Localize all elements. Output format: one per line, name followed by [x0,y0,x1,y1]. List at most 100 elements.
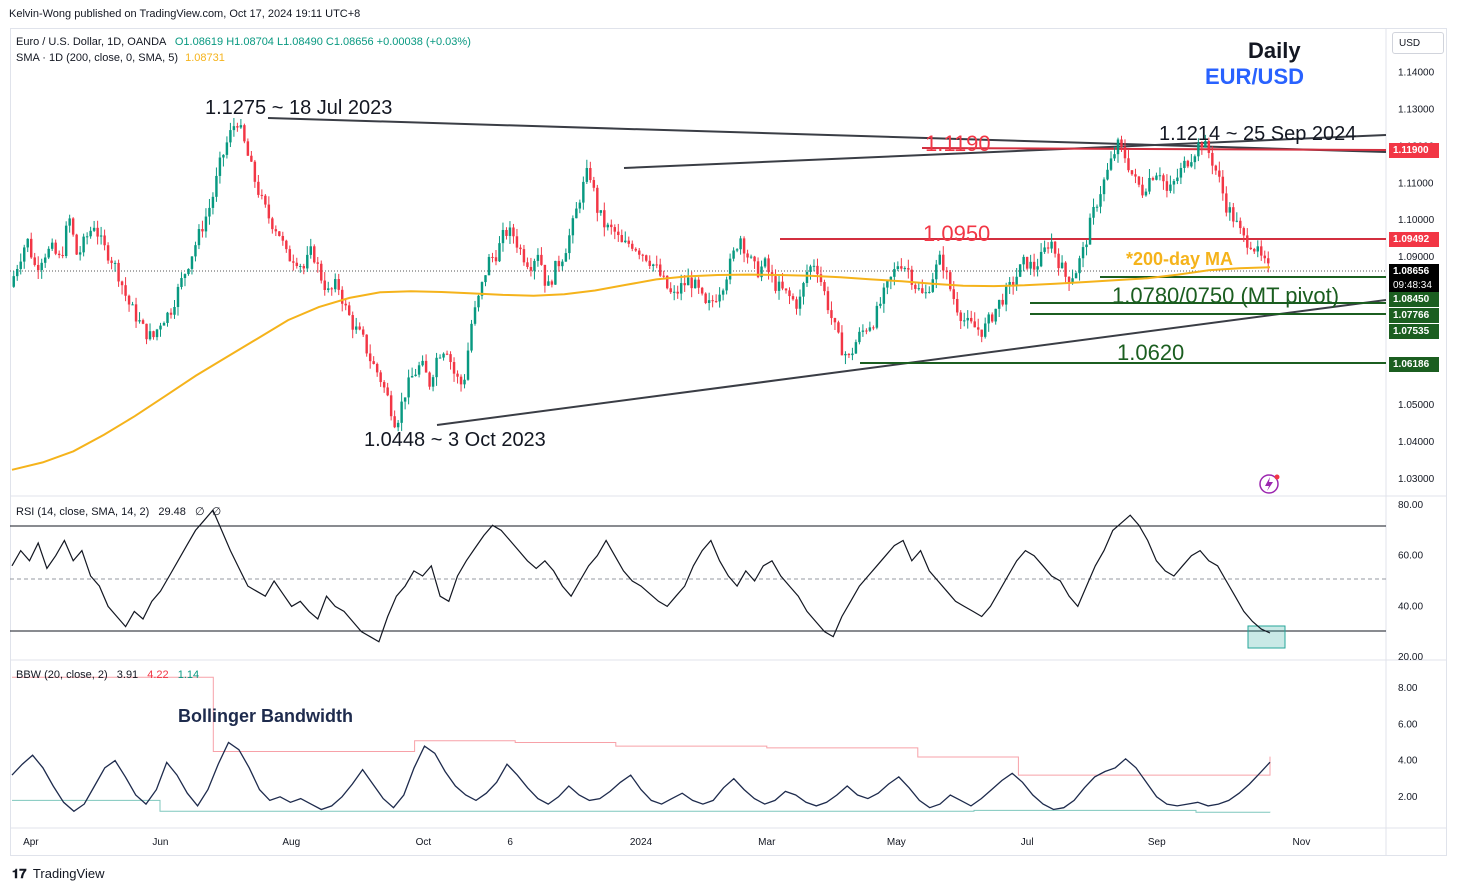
price-tag-07535[interactable]: 1.07535 [1389,324,1439,339]
bbw-line[interactable] [11,741,1271,813]
time-axis-tick: Jun [152,837,168,848]
candle-body [907,268,910,270]
resistance-label-10950: 1.0950 [923,221,991,246]
candle-body [690,277,693,289]
candle-body [491,256,494,258]
candle-body [994,308,997,322]
candle-body [1106,169,1109,180]
candle-body [1169,184,1172,191]
candle-body [1092,206,1095,218]
candle-body [725,279,728,291]
candle-body [886,280,889,288]
candle-body [1123,147,1127,159]
candle-body [648,260,651,266]
candle-body [33,257,36,265]
candle-body [1004,286,1008,305]
bbw-title: BBW (20, close, 2) [16,669,108,681]
candle-body [1246,235,1249,248]
candle-body [117,262,120,282]
candle-body [924,292,928,294]
rsi-line[interactable] [11,508,1271,643]
tradingview-logo[interactable]: 𝟏𝟕 TradingView [12,865,104,883]
symbol-legend[interactable]: Euro / U.S. Dollar, 1D, OANDA O1.08619 H… [16,36,471,48]
candle-body [585,168,589,182]
candle-body [400,401,403,423]
candle-body [23,247,26,262]
candle-body [931,279,935,292]
annotation-low-2023: 1.0448 ~ 3 Oct 2023 [364,429,546,451]
candle-body [543,264,547,286]
candle-body [477,295,480,308]
sma200-line[interactable] [11,266,1271,471]
time-axis-tick: May [887,837,906,848]
candle-body [1099,194,1102,207]
candle-body [1186,160,1190,167]
candle-body [617,231,620,236]
candle-body [16,269,19,277]
candle-body [851,353,854,356]
candle-body [288,249,292,262]
price-axis-tick: 1.11000 [1398,178,1434,189]
candle-body [323,280,326,290]
alert-icon[interactable] [1259,474,1280,494]
upper-trendline-2023-2024[interactable] [267,117,1387,153]
bbw-upper-line[interactable] [12,676,1271,776]
candle-body [826,291,830,311]
candle-body [253,161,257,182]
candle-body [379,372,382,383]
price-tag-last[interactable]: 1.08656 [1389,264,1439,279]
price-tag-09492[interactable]: 1.09492 [1389,232,1439,247]
candle-body [624,240,627,243]
candle-body [526,262,529,267]
candle-body [309,246,312,255]
bbw-lower-line[interactable] [12,799,1271,813]
candle-body [365,334,368,354]
upper-trendline-2024[interactable] [623,134,1387,169]
candle-body [665,275,669,289]
candle-body [1057,253,1060,269]
rsi-legend[interactable]: RSI (14, close, SMA, 14, 2) 29.48 ∅ ∅ [16,505,221,518]
trendlines[interactable] [10,117,1387,426]
candle-body [1228,207,1232,213]
candle-body [816,265,819,275]
candle-body [522,249,526,263]
candle-body [847,353,851,356]
candle-body [896,266,900,270]
candle-body [568,235,571,254]
price-tag-11900[interactable]: 1.11900 [1389,143,1439,158]
candle-body [903,268,907,270]
candle-body [456,373,459,377]
rsi-oversold-box[interactable] [1247,625,1286,649]
candle-body [208,207,211,217]
candle-body [267,204,271,219]
support-label-10620: 1.0620 [1117,340,1185,365]
currency-selector[interactable]: USD [1392,32,1444,54]
candle-body [784,288,788,291]
candle-body [683,283,686,286]
candle-body [505,229,508,236]
sma-legend[interactable]: SMA · 1D (200, close, 0, SMA, 5) 1.08731 [16,52,225,64]
candle-body [610,224,613,228]
candle-body [180,278,183,287]
price-axis-tick: 1.13000 [1398,104,1435,115]
price-tag-08450[interactable]: 1.08450 [1389,292,1439,307]
candle-body [1197,142,1200,157]
candle-body [386,387,389,396]
price-tag-07766[interactable]: 1.07766 [1389,308,1439,323]
candle-body [1053,241,1057,254]
candle-body [512,227,515,237]
candle-body [753,256,756,262]
price-tag-06186[interactable]: 1.06186 [1389,357,1439,372]
time-axis-tick: 2024 [630,837,653,848]
candle-body [861,330,865,332]
candle-body [347,305,351,316]
candle-body [1060,262,1064,269]
price-axis[interactable]: 1.140001.130001.120001.110001.100001.090… [1398,67,1435,802]
candle-body [1218,170,1221,177]
candle-body [739,238,742,250]
resistance-line-11190[interactable] [921,147,1387,151]
time-axis[interactable]: Apr Jun Aug Oct 6 2024 Mar May Jul Sep Nov [23,837,1310,848]
candle-body [421,360,424,366]
bbw-legend[interactable]: BBW (20, close, 2) 3.91 4.22 1.14 [16,669,199,681]
